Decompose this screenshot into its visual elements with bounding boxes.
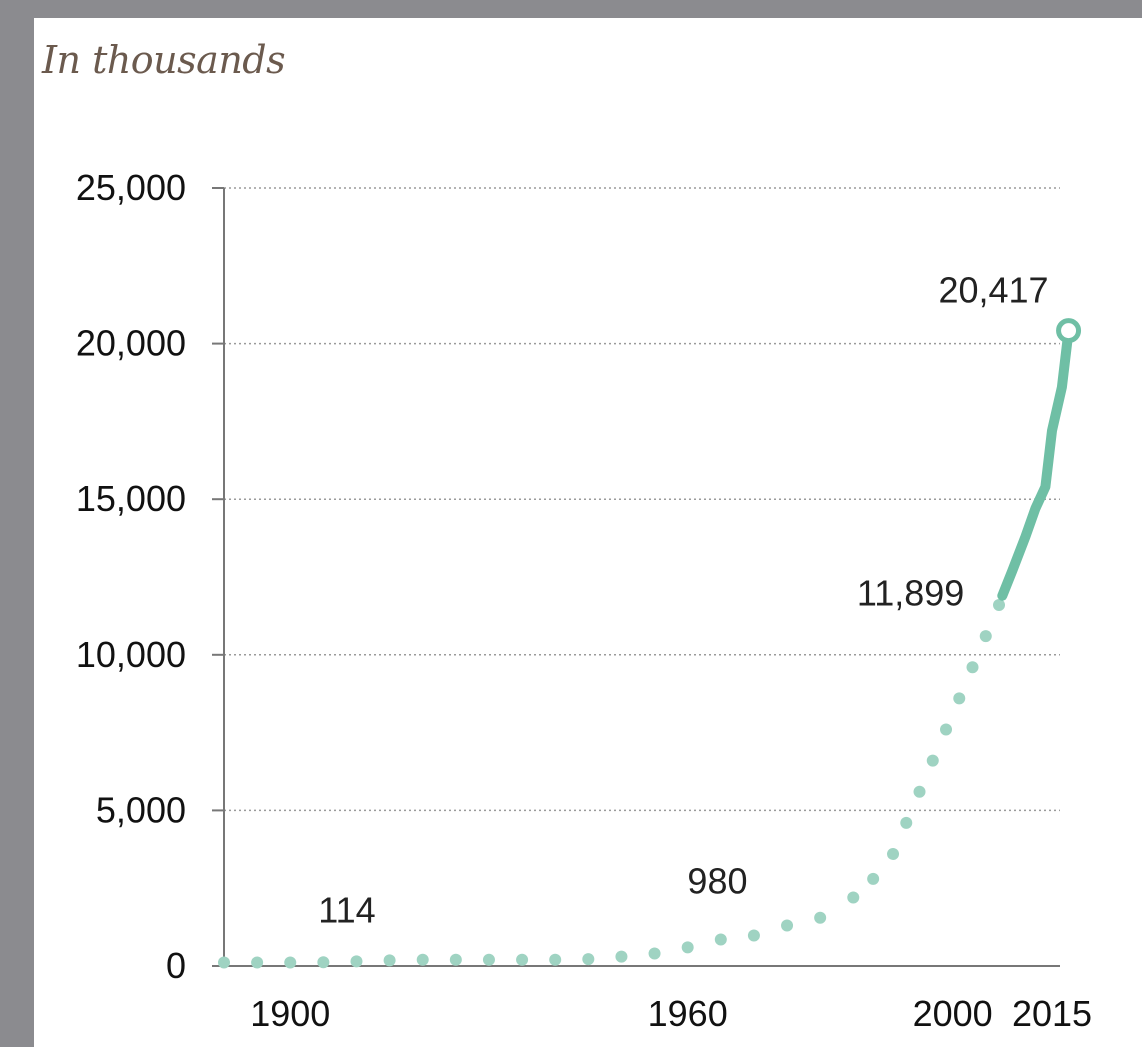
data-point [867, 872, 880, 885]
data-point [615, 950, 628, 963]
data-point [814, 911, 827, 924]
data-point [781, 919, 794, 932]
data-label: 20,417 [938, 270, 1048, 311]
y-tick-label: 0 [166, 945, 186, 986]
data-label: 11,899 [857, 573, 964, 614]
data-point [449, 953, 462, 966]
y-tick-label: 15,000 [76, 478, 186, 519]
data-point [681, 941, 694, 954]
x-tick-label: 1960 [648, 993, 728, 1034]
data-point [966, 661, 979, 674]
data-point [251, 956, 264, 969]
labels: 0 5,000 10,000 15,000 20,000 25,000 1900 1960 20… [76, 167, 1092, 1034]
y-tick-label: 10,000 [76, 634, 186, 675]
data-point [993, 599, 1006, 612]
data-point [847, 891, 860, 904]
data-point [482, 953, 495, 966]
y-tick-label: 5,000 [96, 789, 186, 830]
data-point [549, 953, 562, 966]
data-point [747, 929, 760, 942]
x-tick-label: 2015 [1012, 993, 1092, 1034]
data-point [218, 956, 230, 969]
data-point [648, 947, 661, 960]
data-label: 980 [687, 861, 747, 902]
chart-subtitle: In thousands [42, 38, 286, 82]
x-tick-label: 1900 [250, 993, 330, 1034]
series [218, 318, 1082, 969]
data-point [913, 785, 926, 798]
y-tick-label: 25,000 [76, 167, 186, 208]
data-point [887, 847, 900, 860]
y-tick-label: 20,000 [76, 323, 186, 364]
line-chart: 0 5,000 10,000 15,000 20,000 25,000 1900 1960 20… [76, 167, 1092, 1034]
data-label: 114 [318, 889, 375, 930]
data-point [926, 754, 939, 767]
data-point [416, 953, 429, 966]
data-point [350, 955, 363, 968]
data-point [516, 953, 529, 966]
x-tick-label: 2000 [913, 993, 993, 1034]
data-point [953, 692, 966, 705]
data-point [714, 933, 727, 946]
series-line [997, 325, 1074, 601]
data-point [940, 723, 953, 736]
data-point [900, 816, 913, 829]
data-point [284, 956, 297, 969]
end-marker [1056, 318, 1082, 344]
data-point [582, 953, 595, 966]
data-point [317, 956, 330, 969]
data-point [383, 954, 396, 967]
chart-panel: In thousands 0 5,000 10,000 15,000 20,000 25,… [34, 18, 1142, 1047]
data-point [979, 630, 992, 643]
gridlines [224, 187, 1060, 812]
